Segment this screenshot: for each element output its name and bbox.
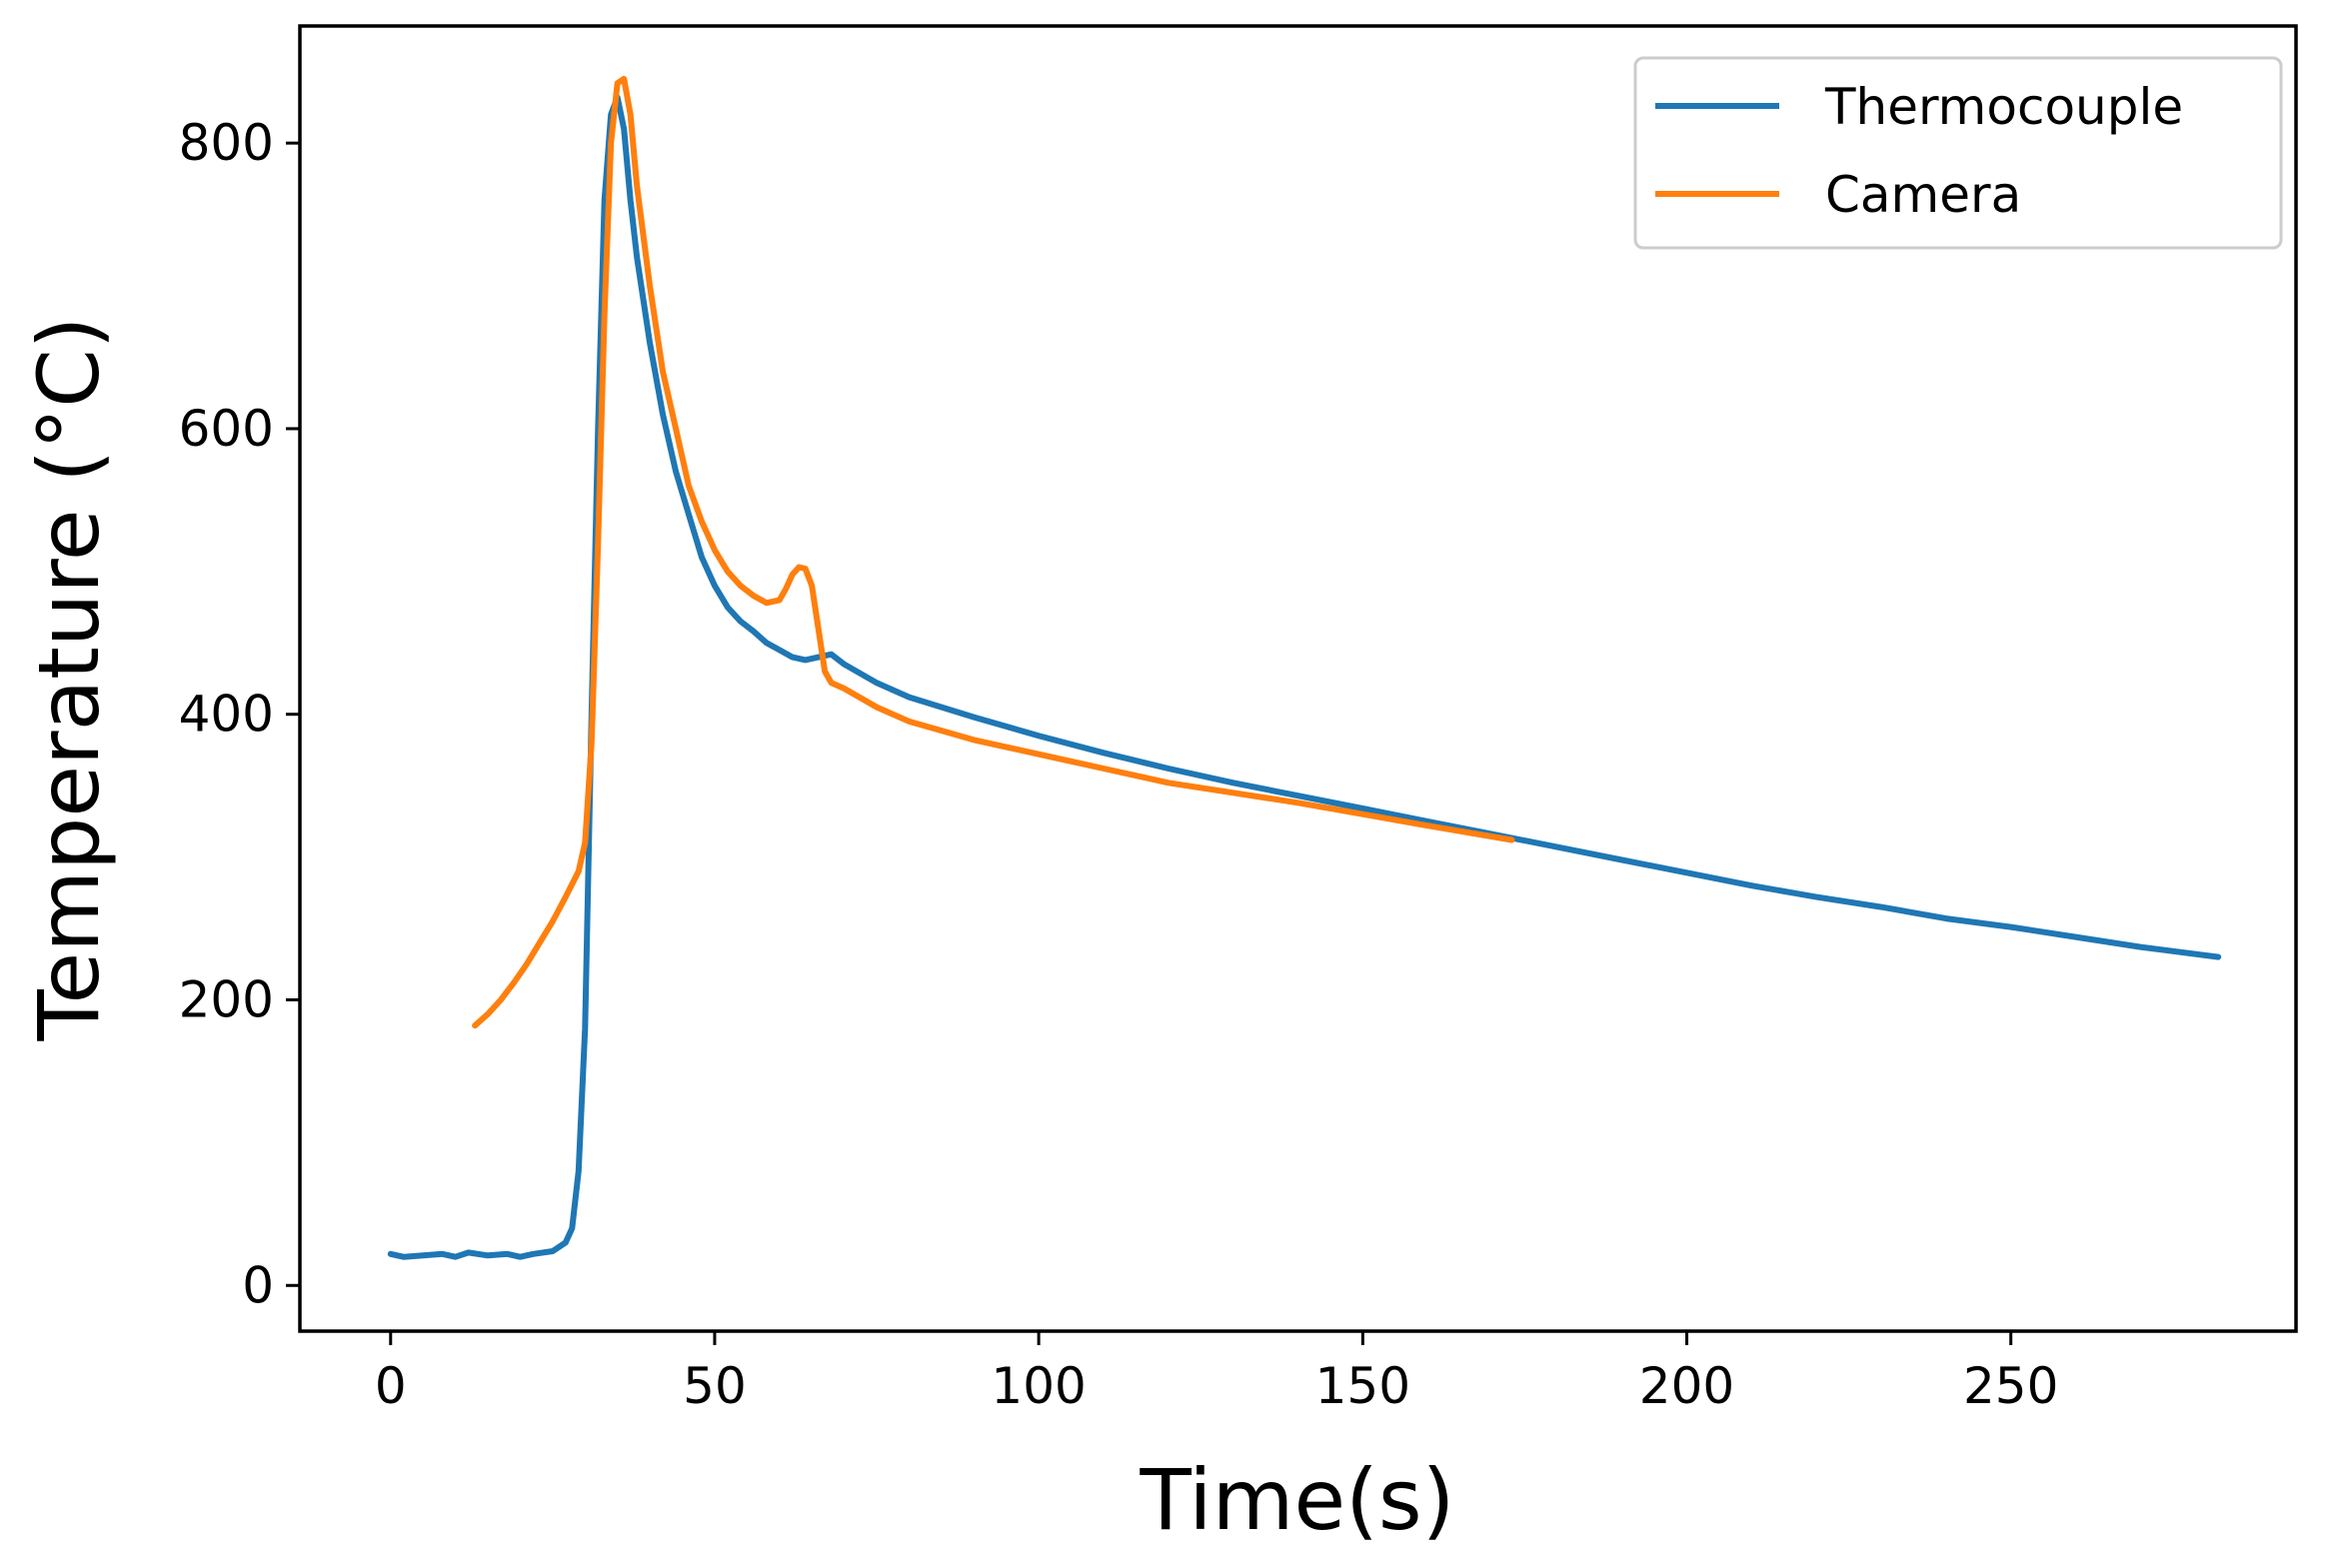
y-tick-label: 400 xyxy=(179,686,274,744)
x-tick-label: 200 xyxy=(1639,1357,1734,1415)
x-axis: 0 50 100 150 200 250 xyxy=(375,1331,2058,1415)
x-tick-label: 100 xyxy=(991,1357,1086,1415)
legend-label-camera: Camera xyxy=(1825,166,2021,224)
series-line-thermocouple xyxy=(387,94,2222,1260)
legend-label-thermocouple: Thermocouple xyxy=(1824,78,2183,136)
x-axis-title: Time(s) xyxy=(1140,1451,1455,1549)
plot-frame xyxy=(298,24,2298,1333)
x-tick-label: 50 xyxy=(683,1357,747,1415)
series-layer xyxy=(387,75,2222,1260)
x-tick-label: 0 xyxy=(375,1357,407,1415)
y-axis-title: Temperature (°C) xyxy=(20,317,118,1042)
x-tick-label: 150 xyxy=(1315,1357,1410,1415)
legend: Thermocouple Camera xyxy=(1633,56,2283,250)
series-line-camera xyxy=(472,75,1515,1029)
y-tick-label: 800 xyxy=(179,114,274,172)
y-tick-label: 0 xyxy=(242,1256,274,1314)
y-tick-label: 600 xyxy=(179,400,274,458)
y-tick-label: 200 xyxy=(179,970,274,1028)
y-axis: 0 200 400 600 800 xyxy=(179,114,300,1314)
legend-frame xyxy=(1633,56,2283,250)
x-tick-label: 250 xyxy=(1963,1357,2058,1415)
